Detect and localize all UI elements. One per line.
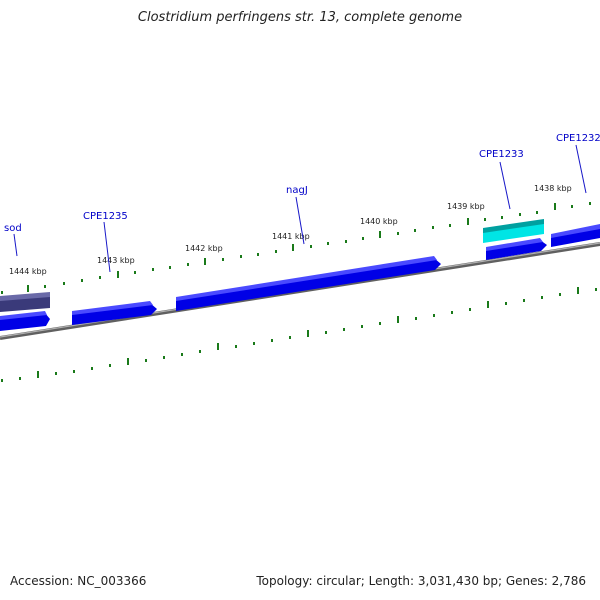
tick-label-1438: 1438 kbp — [534, 184, 572, 193]
gene-cpe1233-highlight[interactable] — [483, 219, 544, 243]
gene-cpe1233[interactable] — [486, 238, 547, 260]
tick-label-1444: 1444 kbp — [9, 267, 47, 276]
genome-title: Clostridium perfringens str. 13, complet… — [137, 10, 463, 25]
gene-label-leaders — [13, 144, 587, 273]
inner-tick-row — [1, 287, 597, 382]
accession-label: Accession: — [10, 574, 74, 588]
tick-label-1442: 1442 kbp — [185, 244, 223, 253]
tick-label-1439: 1439 kbp — [447, 202, 485, 211]
gene-cpe1235[interactable] — [72, 301, 157, 325]
tick-label-1440: 1440 kbp — [360, 217, 398, 226]
gene-cpe1232[interactable] — [551, 224, 600, 247]
gene-nagj[interactable] — [176, 256, 441, 311]
genome-summary: Topology: circular; Length: 3,031,430 bp… — [256, 574, 586, 588]
gene-label-nagj[interactable]: nagJ — [286, 185, 308, 196]
gene-label-cpe1235[interactable]: CPE1235 — [83, 211, 128, 222]
accession-line: Accession: NC_003366 — [10, 574, 146, 588]
gene-label-cpe1233[interactable]: CPE1233 — [479, 149, 524, 160]
outer-tick-row — [1, 202, 591, 294]
gene-label-sod[interactable]: sod — [4, 223, 22, 234]
gene-sod[interactable] — [0, 311, 50, 331]
accession-value: NC_003366 — [77, 574, 147, 588]
gene-label-cpe1232[interactable]: CPE1232 — [556, 133, 600, 144]
gene-reverse-left[interactable] — [0, 292, 50, 312]
tick-label-1443: 1443 kbp — [97, 256, 135, 265]
tick-label-1441: 1441 kbp — [272, 232, 310, 241]
